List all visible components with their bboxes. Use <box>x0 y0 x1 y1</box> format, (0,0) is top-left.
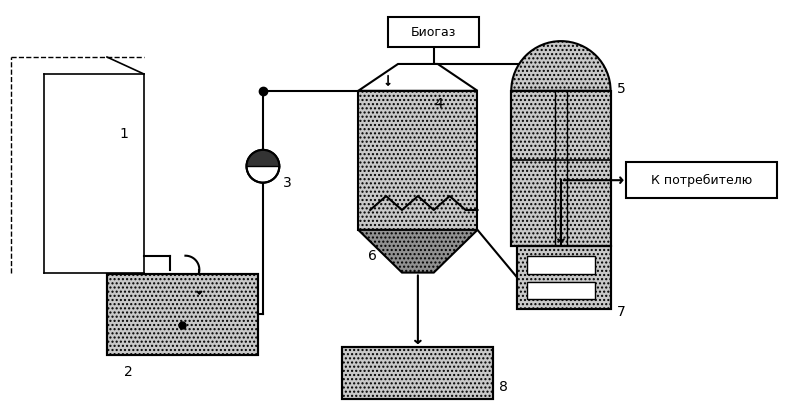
Bar <box>107 273 258 355</box>
Bar <box>626 162 778 198</box>
Bar <box>388 17 479 47</box>
Bar <box>527 256 594 273</box>
Polygon shape <box>358 230 478 273</box>
Bar <box>342 347 494 399</box>
Wedge shape <box>246 150 279 166</box>
Text: 7: 7 <box>617 305 626 319</box>
Bar <box>518 246 610 309</box>
Bar <box>358 91 478 230</box>
Polygon shape <box>358 64 478 91</box>
Bar <box>107 273 258 355</box>
Bar <box>511 91 610 246</box>
Bar <box>342 347 494 399</box>
Bar <box>527 281 594 299</box>
Circle shape <box>246 150 279 183</box>
Text: 4: 4 <box>434 97 443 111</box>
Text: 3: 3 <box>282 176 291 190</box>
Text: Биогаз: Биогаз <box>411 25 457 39</box>
Text: 5: 5 <box>617 82 626 96</box>
Text: 1: 1 <box>120 127 129 140</box>
Bar <box>518 246 610 309</box>
Wedge shape <box>511 41 610 91</box>
Text: 6: 6 <box>368 249 377 263</box>
Text: 8: 8 <box>499 380 508 394</box>
Text: К потребителю: К потребителю <box>651 173 753 187</box>
Text: 2: 2 <box>124 365 133 379</box>
Bar <box>511 91 610 246</box>
